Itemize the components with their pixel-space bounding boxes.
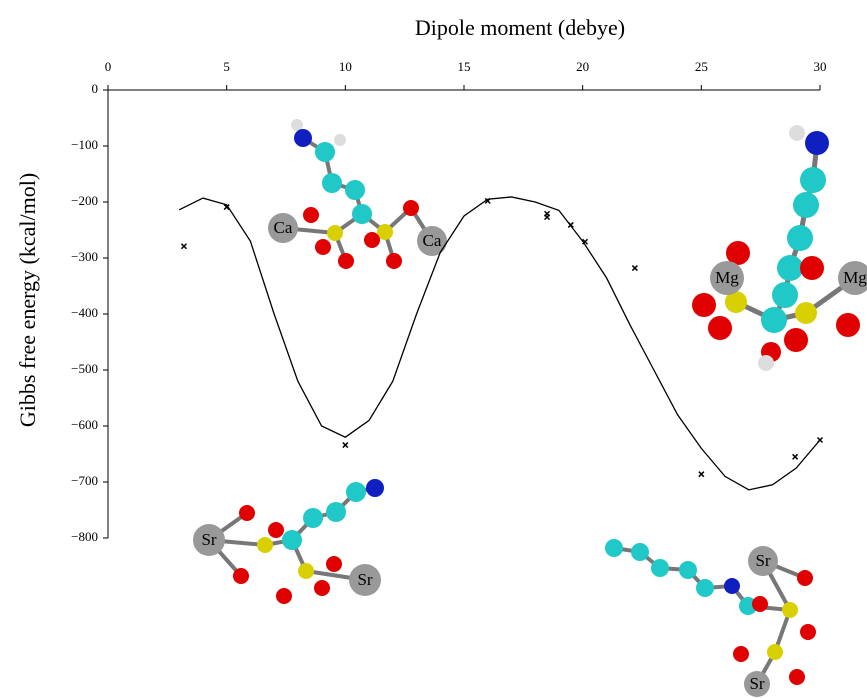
atom [605,539,623,557]
atom [303,207,319,223]
atom [679,561,697,579]
atom [784,328,808,352]
x-axis-title: Dipole moment (debye) [415,15,625,40]
chart: Dipole moment (debye) Gibbs free energy … [0,0,867,698]
atom [303,508,323,528]
atom-label: Mg [843,268,867,287]
atom [767,644,783,660]
x-tick-label: 25 [695,59,708,74]
atom [326,556,342,572]
x-tick-label: 20 [576,59,589,74]
atom-label: Sr [357,570,372,589]
y-tick-label: −600 [71,417,98,432]
atom [239,505,255,521]
atom [800,256,824,280]
data-point [632,266,637,271]
atom [403,200,419,216]
atom [752,596,768,612]
atom [789,125,805,141]
molecule-sr-2 [614,548,805,684]
atom [352,204,372,224]
atom [800,167,826,193]
atom [758,355,774,371]
atom-label: Sr [749,674,764,693]
x-tick-label: 10 [339,59,352,74]
atom [366,479,384,497]
atom [268,522,284,538]
data-point [181,244,186,249]
atom [692,293,716,317]
atom [836,313,860,337]
y-tick-label: −200 [71,193,98,208]
data-point [545,215,550,220]
atom [777,255,803,281]
atom [787,225,813,251]
atom [315,142,335,162]
y-tick-label: −800 [71,529,98,544]
atom-label: Mg [715,268,739,287]
atom [795,302,817,324]
atom [257,537,273,553]
atom [294,129,312,147]
atom [651,559,669,577]
fit-curve [179,197,820,490]
atom [298,563,314,579]
atom [327,225,343,241]
y-tick-label: −500 [71,361,98,376]
x-tick-label: 5 [223,59,230,74]
atom-label: Sr [201,530,216,549]
y-tick-label: −400 [71,305,98,320]
atom [386,253,402,269]
x-tick-label: 0 [105,59,112,74]
atom [724,578,740,594]
x-tick-label: 30 [814,59,827,74]
atom [364,232,380,248]
atom [282,530,302,550]
y-tick-label: −700 [71,473,98,488]
atom [346,482,366,502]
x-tick-label: 15 [458,59,471,74]
atom [761,307,787,333]
atom [733,646,749,662]
atom [708,316,732,340]
atom [631,543,649,561]
atom [322,173,342,193]
y-tick-label: 0 [92,81,99,96]
atom [782,602,798,618]
atom [233,568,249,584]
data-point [343,443,348,448]
atom-label: Ca [274,218,293,237]
atom-label: Sr [755,551,770,570]
atom [797,570,813,586]
y-tick-label: −100 [71,137,98,152]
data-point [793,454,798,459]
atom [314,580,330,596]
atom [800,624,816,640]
y-tick-label: −300 [71,249,98,264]
atom [696,579,714,597]
atom [793,192,819,218]
y-axis-title: Gibbs free energy (kcal/mol) [15,173,40,427]
atom [315,239,331,255]
atom [338,253,354,269]
atom [805,131,829,155]
atom [326,502,346,522]
atom [345,180,365,200]
data-point [699,472,704,477]
atom [772,282,798,308]
atom [276,588,292,604]
atom [334,134,346,146]
molecule-images [193,119,867,697]
atom [789,669,805,685]
atom-label: Ca [423,231,442,250]
